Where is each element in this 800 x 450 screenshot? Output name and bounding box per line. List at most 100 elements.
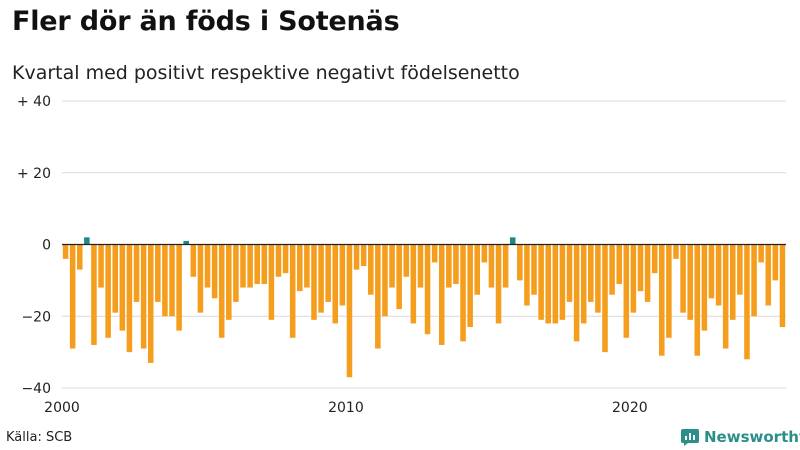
bar-negative: [318, 244, 324, 313]
bar-negative: [595, 244, 601, 313]
bar-negative: [722, 244, 729, 349]
bar-negative: [346, 244, 353, 378]
bar-negative: [176, 244, 182, 331]
bar-negative: [524, 244, 530, 306]
bar-chart: + 40 + 20 0 −20 −40 2000 2010 2020: [17, 94, 786, 416]
bar-negative: [438, 244, 445, 345]
bar-negative: [211, 244, 218, 299]
bar-negative: [623, 244, 630, 338]
bar-positive: [509, 237, 516, 245]
bar-negative: [651, 244, 658, 274]
bar-negative: [730, 244, 736, 320]
bar-negative: [368, 244, 374, 295]
bar-negative: [218, 244, 225, 338]
newsworthy-chart-icon: [681, 429, 699, 446]
bar-negative: [119, 244, 126, 331]
bar-negative: [502, 244, 509, 288]
y-tick-label: 0: [42, 238, 51, 254]
bar-negative: [396, 244, 402, 310]
bar-negative: [112, 244, 119, 313]
bar-negative: [98, 244, 104, 288]
bar-negative: [545, 244, 551, 324]
bar-positive: [84, 237, 90, 245]
bar-negative: [147, 244, 154, 363]
bar-negative: [304, 244, 310, 288]
bar-negative: [751, 244, 757, 317]
bar-negative: [133, 244, 140, 302]
bar-negative: [453, 244, 459, 284]
bar-negative: [673, 244, 679, 259]
bar-negative: [580, 244, 587, 324]
bar-positive: [183, 240, 189, 245]
bar-negative: [538, 244, 544, 320]
bar-negative: [375, 244, 381, 349]
bar-negative: [474, 244, 481, 295]
brand-logo: Newsworthy: [680, 427, 800, 447]
bar-negative: [311, 244, 317, 320]
y-tick-label: −20: [21, 309, 51, 325]
bar-negative: [779, 244, 786, 328]
bar-negative: [403, 244, 410, 277]
bar-negative: [694, 244, 701, 356]
bar-negative: [226, 244, 232, 320]
bar-negative: [552, 244, 559, 324]
bar-negative: [91, 244, 97, 345]
bar-negative: [680, 244, 686, 313]
bar-negative: [360, 244, 367, 267]
bar-negative: [609, 244, 615, 295]
bar-negative: [460, 244, 466, 342]
bar-negative: [446, 244, 452, 288]
bar-negative: [531, 244, 537, 295]
bar-negative: [772, 244, 779, 281]
bar-negative: [765, 244, 772, 306]
bar-negative: [666, 244, 672, 338]
bar-negative: [559, 244, 566, 320]
bar-negative: [204, 244, 211, 288]
bar-negative: [289, 244, 296, 338]
bar-negative: [105, 244, 111, 338]
bar-negative: [240, 244, 246, 288]
y-tick-label: −40: [21, 381, 51, 397]
bar-negative: [76, 244, 83, 270]
bar-negative: [62, 244, 69, 259]
bar-negative: [467, 244, 473, 328]
x-tick-label: 2020: [612, 400, 648, 416]
bar-negative: [687, 244, 693, 320]
bar-negative: [261, 244, 268, 284]
bar-negative: [140, 244, 147, 349]
bar-negative: [488, 244, 495, 288]
bar-negative: [630, 244, 637, 313]
bar-negative: [616, 244, 622, 284]
bar-negative: [566, 244, 573, 302]
bar-negative: [758, 244, 764, 263]
bar-negative: [254, 244, 260, 284]
bar-negative: [737, 244, 743, 295]
bar-negative: [708, 244, 715, 299]
bar-negative: [353, 244, 360, 270]
bar-negative: [644, 244, 651, 302]
gridlines: [62, 100, 786, 389]
bars: [62, 237, 786, 378]
bar-negative: [389, 244, 395, 288]
axes: + 40 + 20 0 −20 −40 2000 2010 2020: [17, 94, 786, 416]
bar-negative: [275, 244, 282, 277]
bar-negative: [424, 244, 431, 335]
chart-subtitle: Kvartal med positivt respektive negativt…: [12, 62, 520, 84]
bar-negative: [659, 244, 665, 356]
x-tick-label: 2000: [44, 400, 80, 416]
bar-negative: [339, 244, 346, 306]
bar-negative: [495, 244, 502, 324]
bar-negative: [325, 244, 331, 302]
bar-negative: [715, 244, 722, 306]
bar-negative: [162, 244, 168, 317]
source-note: Källa: SCB: [6, 430, 73, 445]
bar-negative: [233, 244, 239, 302]
bar-negative: [190, 244, 197, 277]
bar-negative: [169, 244, 175, 317]
bar-negative: [410, 244, 417, 324]
bar-negative: [247, 244, 253, 288]
bar-negative: [637, 244, 644, 292]
bar-negative: [268, 244, 275, 320]
bar-negative: [197, 244, 204, 313]
bar-negative: [69, 244, 76, 349]
